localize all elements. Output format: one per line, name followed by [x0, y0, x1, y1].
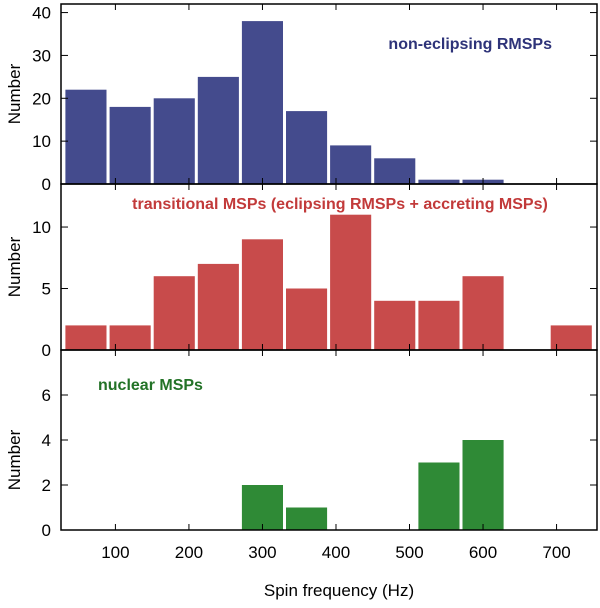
bar-420hz — [330, 214, 372, 350]
y-tick-label: 40 — [32, 4, 51, 23]
bar-60hz — [65, 89, 107, 184]
y-tick-label: 10 — [32, 218, 51, 237]
bar-300hz — [241, 21, 283, 184]
bar-360hz — [286, 111, 328, 184]
y-tick-label: 2 — [42, 476, 51, 495]
x-tick-label: 200 — [175, 543, 203, 562]
bar-240hz — [197, 263, 239, 350]
bar-540hz — [418, 179, 460, 184]
x-tick-label: 700 — [542, 543, 570, 562]
bar-600hz — [462, 440, 504, 530]
bar-360hz — [286, 288, 328, 350]
bar-720hz — [550, 325, 592, 350]
panel-nuclear: 0 2 4 6 Number nuclear MSPs — [5, 349, 598, 540]
bar-540hz — [418, 300, 460, 350]
y-axis-label: Number — [5, 429, 24, 490]
panel-title: nuclear MSPs — [98, 377, 203, 394]
y-tick-label: 20 — [32, 89, 51, 108]
bar-120hz — [109, 325, 151, 350]
y-axis-label: Number — [5, 236, 24, 297]
x-tick-label: 500 — [395, 543, 423, 562]
y-tick-label: 6 — [42, 386, 51, 405]
bar-120hz — [109, 106, 151, 184]
bar-480hz — [374, 300, 416, 350]
bar-540hz — [418, 462, 460, 530]
y-axis-label: Number — [5, 63, 24, 124]
panel-non-eclipsing: 0 10 20 30 40 Number non-eclipsing RMSPs — [5, 3, 598, 194]
panel-transitional: 0 5 10 Number transitional MSPs (eclipsing R… — [5, 183, 598, 360]
y-tick-label: 4 — [42, 431, 51, 450]
y-tick-label: 0 — [42, 521, 51, 540]
panel-frame — [60, 349, 598, 531]
y-tick-label: 10 — [32, 132, 51, 151]
bar-300hz — [241, 485, 283, 530]
panel-title: non-eclipsing RMSPs — [388, 36, 552, 53]
x-tick-label: 300 — [248, 543, 276, 562]
panel-title: transitional MSPs (eclipsing RMSPs + acc… — [132, 196, 548, 213]
bar-600hz — [462, 276, 504, 350]
bar-420hz — [330, 145, 372, 184]
y-tick-label: 5 — [42, 280, 51, 299]
x-axis-label: Spin frequency (Hz) — [264, 581, 414, 600]
x-tick-label: 100 — [101, 543, 129, 562]
bar-360hz — [286, 507, 328, 530]
y-tick-label: 0 — [42, 175, 51, 194]
y-tick-label: 0 — [42, 341, 51, 360]
bar-180hz — [153, 98, 195, 184]
bar-300hz — [241, 239, 283, 350]
x-tick-label: 600 — [469, 543, 497, 562]
bar-180hz — [153, 276, 195, 350]
bar-480hz — [374, 158, 416, 184]
y-tick-label: 30 — [32, 46, 51, 65]
x-tick-label: 400 — [322, 543, 350, 562]
bar-240hz — [197, 76, 239, 184]
bar-60hz — [65, 325, 107, 350]
